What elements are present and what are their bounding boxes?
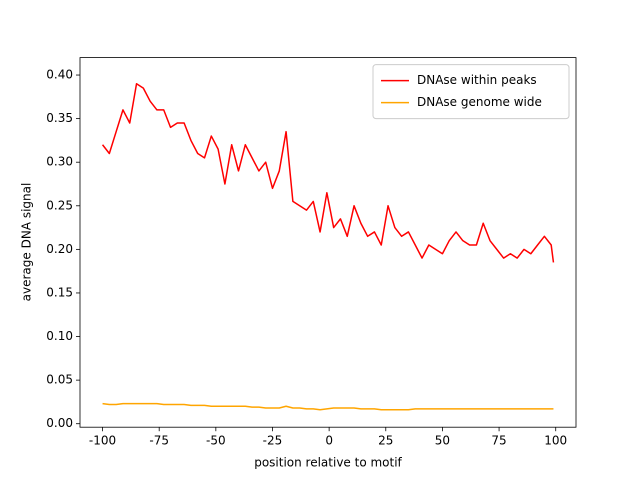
- x-tick-label: -100: [89, 434, 116, 448]
- y-tick-label: 0.00: [46, 416, 73, 430]
- x-tick-label: -50: [206, 434, 226, 448]
- y-tick-label: 0.10: [46, 329, 73, 343]
- x-tick-label: -75: [149, 434, 169, 448]
- x-tick-label: 75: [491, 434, 506, 448]
- x-tick-label: 0: [325, 434, 333, 448]
- y-tick-label: 0.15: [46, 285, 73, 299]
- y-tick-label: 0.40: [46, 68, 73, 82]
- y-tick-label: 0.05: [46, 373, 73, 387]
- plot-frame: [79, 57, 577, 428]
- legend-label: DNAse within peaks: [417, 73, 537, 87]
- x-axis-label: position relative to motif: [254, 456, 402, 470]
- x-tick-label: 25: [378, 434, 393, 448]
- y-tick-label: 0.25: [46, 198, 73, 212]
- x-tick-label: 100: [544, 434, 567, 448]
- legend-box: [372, 64, 570, 120]
- x-tick-label: -25: [263, 434, 283, 448]
- y-tick-label: 0.20: [46, 242, 73, 256]
- y-tick-label: 0.35: [46, 111, 73, 125]
- legend-label: DNAse genome wide: [417, 95, 542, 109]
- x-tick-label: 50: [435, 434, 450, 448]
- line-series: [101, 83, 555, 263]
- y-axis-label: average DNA signal: [20, 183, 34, 302]
- line-series: [102, 402, 554, 411]
- y-tick-label: 0.30: [46, 155, 73, 169]
